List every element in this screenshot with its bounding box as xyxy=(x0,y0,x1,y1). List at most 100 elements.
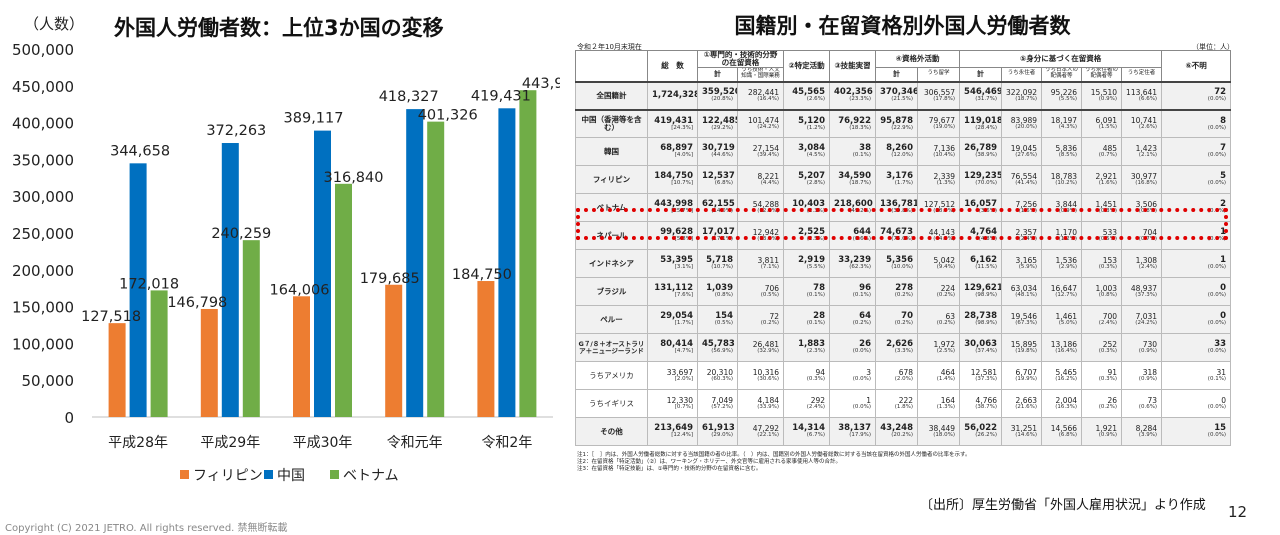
cell-ratio: (5.5%) xyxy=(1058,95,1078,102)
cell-ratio: (18.7%) xyxy=(1015,95,1038,102)
table-cell: 5,120 (1.2%) xyxy=(783,109,831,139)
cell-value: 10,316 xyxy=(752,367,780,377)
cell-value: 700 xyxy=(1102,311,1118,321)
cell-ratio: (22.9%) xyxy=(891,124,914,131)
cell-value: 31,251 xyxy=(1010,423,1038,433)
table-cell: 1 (0.0%) xyxy=(829,389,877,419)
cell-ratio: (24.2%) xyxy=(1135,319,1158,326)
cell-ratio: (0.6%) xyxy=(1138,403,1158,410)
table-cell: 2,357 (2.4%) xyxy=(1001,221,1043,251)
cell-value: 252 xyxy=(1102,339,1118,349)
table-cell: 30,977 (16.8%) xyxy=(1121,165,1163,195)
cell-ratio: (1.4%) xyxy=(936,375,956,382)
data-label: 184,750 xyxy=(452,267,512,283)
table-cell: 8,284 (3.9%) xyxy=(1121,417,1163,447)
cell-ratio: [3.1%] xyxy=(674,264,693,271)
cell-value: 72 xyxy=(769,311,780,321)
row-label: ネパール xyxy=(575,221,648,251)
cell-ratio: (29.0%) xyxy=(711,432,733,439)
cell-value: 2,663 xyxy=(1015,395,1038,405)
table-cell: 292 (2.4%) xyxy=(783,389,831,419)
table-cell: 15 (0.0%) xyxy=(1161,417,1232,447)
table-cell: 0 (0.0%) xyxy=(1161,389,1232,419)
cell-value: 68,897 xyxy=(660,143,693,154)
table-cell: 15,510 (0.9%) xyxy=(1081,81,1123,111)
cell-value: 127,512 xyxy=(924,199,956,209)
table-cell: 1,536 (2.9%) xyxy=(1041,249,1083,279)
header-status-based: ⑤身分に基づく在留資格 xyxy=(959,50,1163,68)
table-cell: 2,339 (1.3%) xyxy=(917,165,961,195)
table-cell: 20,310 (60.3%) xyxy=(697,361,738,391)
cell-value: 33 xyxy=(1214,339,1227,350)
table-cell: 48,937 (37.3%) xyxy=(1121,277,1163,307)
table-cell: 62,155 (14.0%) xyxy=(697,193,738,223)
cell-value: 1,921 xyxy=(1095,423,1118,433)
table-cell: 2,525 (2.5%) xyxy=(783,221,831,251)
table-cell: 533 (0.5%) xyxy=(1081,221,1123,251)
y-tick-label: 150,000 xyxy=(12,299,74,317)
cell-value: 12,330 xyxy=(666,395,693,405)
bar-philippines xyxy=(108,323,126,417)
cell-value: 8 xyxy=(1220,115,1227,126)
cell-value: 28,738 xyxy=(964,311,998,322)
cell-ratio: (13.0%) xyxy=(757,235,780,242)
x-tick-label: 令和2年 xyxy=(481,435,532,451)
table-cell: 402,356 (23.3%) xyxy=(829,81,877,111)
table-cell: 18,783 (10.2%) xyxy=(1041,165,1083,195)
cell-ratio: (14.6%) xyxy=(1015,431,1038,438)
cell-ratio: (4.5%) xyxy=(806,152,826,159)
cell-value: 5,207 xyxy=(798,171,826,182)
cell-value: 184,750 xyxy=(654,171,693,182)
cell-value: 4,766 xyxy=(975,395,998,405)
table-cell: 1 (0.0%) xyxy=(1161,221,1232,251)
cell-value: 5 xyxy=(1220,171,1227,182)
bar-vietnam xyxy=(335,183,352,417)
table-cell: 12,942 (13.0%) xyxy=(736,221,785,251)
table-cell: 33,239 (62.3%) xyxy=(829,249,877,279)
cell-ratio: (0.9%) xyxy=(1098,95,1118,102)
table-cell: 6,707 (19.9%) xyxy=(1001,361,1043,391)
table-cell: 678 (2.0%) xyxy=(875,361,919,391)
cell-ratio: (6.7%) xyxy=(806,432,826,439)
cell-ratio: (30.8%) xyxy=(891,208,914,215)
cell-ratio: (22.1%) xyxy=(757,431,780,438)
cell-ratio: (44.6%) xyxy=(711,152,733,159)
table-title: 国籍別・在留資格別外国人労働者数 xyxy=(734,14,1071,38)
cell-value: 213,649 xyxy=(654,423,693,434)
row-label: うちイギリス xyxy=(575,389,648,419)
cell-ratio: (0.7%) xyxy=(1098,151,1118,158)
cell-ratio: (0.2%) xyxy=(1098,403,1118,410)
row-label: 中国（香港等を含む） xyxy=(575,109,648,139)
cell-ratio: (0.1%) xyxy=(806,292,826,299)
table-cell: 1,921 (0.9%) xyxy=(1081,417,1123,447)
cell-ratio: (14.0%) xyxy=(711,208,733,215)
cell-value: 72 xyxy=(1214,87,1227,98)
header-non-status-activity: ④資格外活動 xyxy=(875,50,961,68)
table-cell: 464 (1.4%) xyxy=(917,361,961,391)
cell-ratio: (10.0%) xyxy=(891,264,914,271)
cell-value: 644 xyxy=(853,227,872,238)
cell-ratio: (49.2%) xyxy=(849,208,872,215)
cell-value: 7,256 xyxy=(1015,199,1038,209)
cell-value: 131,112 xyxy=(654,283,693,294)
cell-ratio: [12.4%] xyxy=(671,432,693,439)
cell-ratio: (0.0%) xyxy=(1207,320,1227,327)
cell-value: 1,883 xyxy=(798,339,826,350)
cell-value: 1,308 xyxy=(1135,255,1158,265)
table-cell: 72 (0.2%) xyxy=(736,305,785,335)
cell-value: 8,284 xyxy=(1135,423,1158,433)
cell-ratio: (0.0%) xyxy=(1207,236,1227,243)
cell-value: 33,239 xyxy=(838,255,872,266)
cell-value: 485 xyxy=(1102,143,1118,153)
table-cell: 38 (0.1%) xyxy=(829,137,877,167)
cell-ratio: (1.6%) xyxy=(1018,207,1038,214)
table-cell: 129,235 (70.0%) xyxy=(959,165,1003,195)
table-cell: 64 (0.2%) xyxy=(829,305,877,335)
cell-value: 15,895 xyxy=(1010,339,1038,349)
table-cell: 224 (0.2%) xyxy=(917,277,961,307)
cell-value: 1,423 xyxy=(1135,143,1158,153)
cell-ratio: (0.3%) xyxy=(1098,263,1118,270)
cell-ratio: (21.6%) xyxy=(1015,403,1038,410)
table-cell: 80,414 [4.7%] xyxy=(647,333,698,363)
cell-value: 5,120 xyxy=(798,115,826,126)
